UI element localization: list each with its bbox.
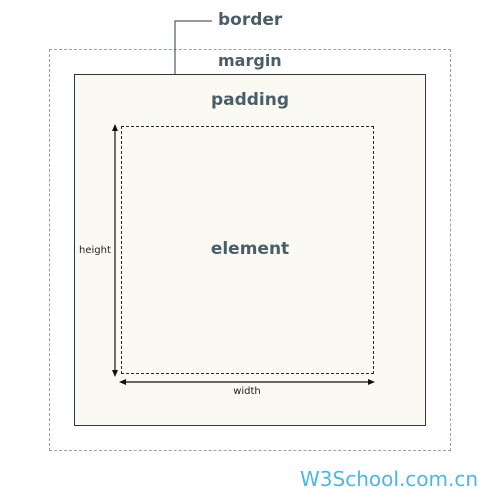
height-label: height [79,245,111,256]
width-arrow-head-left [119,379,126,385]
element-content-box [121,126,374,374]
margin-box [49,49,451,451]
w3school-watermark: W3School.com.cn [300,467,478,491]
border-leader-line [174,20,212,74]
element-label: element [210,239,290,259]
height-arrow-head-bottom [112,370,118,377]
margin-label: margin [218,51,282,70]
width-label: width [233,386,261,397]
width-arrow-head-right [368,379,375,385]
padding-label: padding [210,90,290,110]
height-arrow-head-top [112,124,118,131]
border-box [74,74,426,426]
border-label: border [218,10,283,30]
